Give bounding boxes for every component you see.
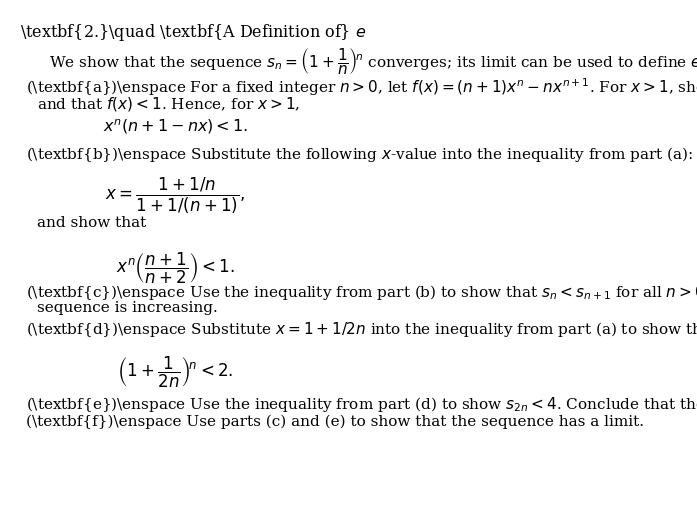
Text: (\textbf{f})\enspace Use parts (c) and (e) to show that the sequence has a limit: (\textbf{f})\enspace Use parts (c) and (… bbox=[26, 414, 645, 428]
Text: (\textbf{b})\enspace Substitute the following $x$-value into the inequality from: (\textbf{b})\enspace Substitute the foll… bbox=[26, 144, 694, 163]
Text: $\left(1+\dfrac{1}{2n}\right)^{\!n} < 2.$: $\left(1+\dfrac{1}{2n}\right)^{\!n} < 2.… bbox=[117, 355, 233, 389]
Text: We show that the sequence $s_n = \left(1+\dfrac{1}{n}\right)^{\!n}$ converges; i: We show that the sequence $s_n = \left(1… bbox=[49, 46, 697, 76]
Text: $x^n(n+1-nx)<1.$: $x^n(n+1-nx)<1.$ bbox=[103, 117, 248, 136]
Text: \textbf{2.}\quad \textbf{A Definition of} $e$: \textbf{2.}\quad \textbf{A Definition of… bbox=[20, 22, 366, 42]
Text: (\textbf{c})\enspace Use the inequality from part (b) to show that $s_n < s_{n+1: (\textbf{c})\enspace Use the inequality … bbox=[26, 282, 697, 301]
Text: (\textbf{e})\enspace Use the inequality from part (d) to show $s_{2n}<4$. Conclu: (\textbf{e})\enspace Use the inequality … bbox=[26, 394, 697, 413]
Text: (\textbf{a})\enspace For a fixed integer $n>0$, let $f(x)=(n+1)x^n - nx^{n+1}$. : (\textbf{a})\enspace For a fixed integer… bbox=[26, 76, 697, 98]
Text: sequence is increasing.: sequence is increasing. bbox=[38, 300, 218, 315]
Text: and that $f(x)<1$. Hence, for $x>1$,: and that $f(x)<1$. Hence, for $x>1$, bbox=[38, 94, 300, 113]
Text: $x^n\left(\dfrac{n+1}{n+2}\right)<1.$: $x^n\left(\dfrac{n+1}{n+2}\right)<1.$ bbox=[116, 250, 235, 285]
Text: and show that: and show that bbox=[38, 215, 146, 229]
Text: (\textbf{d})\enspace Substitute $x=1+1/2n$ into the inequality from part (a) to : (\textbf{d})\enspace Substitute $x=1+1/2… bbox=[26, 320, 697, 338]
Text: $x = \dfrac{1+1/n}{1+1/(n+1)},$: $x = \dfrac{1+1/n}{1+1/(n+1)},$ bbox=[105, 176, 245, 216]
